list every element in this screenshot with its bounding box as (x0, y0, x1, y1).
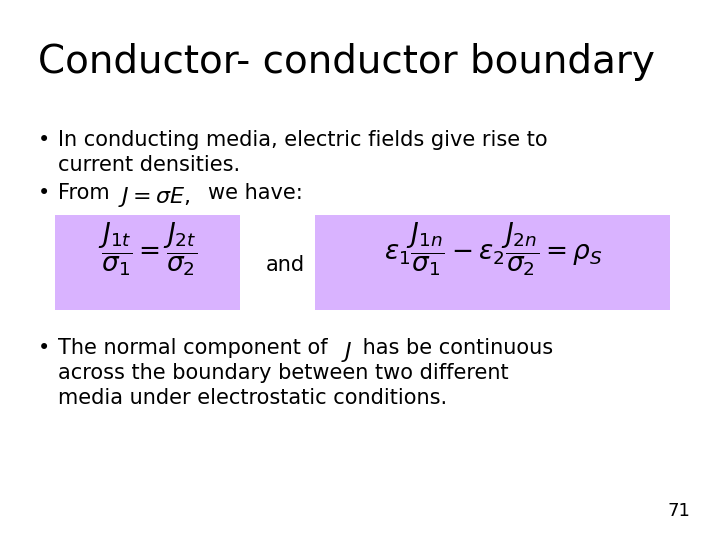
Text: •: • (38, 338, 50, 358)
Text: •: • (38, 130, 50, 150)
Text: $\dfrac{J_{1t}}{\sigma_1} = \dfrac{J_{2t}}{\sigma_2}$: $\dfrac{J_{1t}}{\sigma_1} = \dfrac{J_{2t… (99, 220, 198, 278)
Text: In conducting media, electric fields give rise to: In conducting media, electric fields giv… (58, 130, 548, 150)
Text: From: From (58, 183, 123, 203)
Text: we have:: we have: (208, 183, 302, 203)
Text: and: and (266, 255, 305, 275)
Text: Conductor- conductor boundary: Conductor- conductor boundary (38, 43, 655, 81)
Text: media under electrostatic conditions.: media under electrostatic conditions. (58, 388, 447, 408)
Text: $J = \sigma E,$: $J = \sigma E,$ (118, 185, 191, 209)
Text: across the boundary between two different: across the boundary between two differen… (58, 363, 508, 383)
Text: $\varepsilon_1 \dfrac{J_{1n}}{\sigma_1} - \varepsilon_2 \dfrac{J_{2n}}{\sigma_2}: $\varepsilon_1 \dfrac{J_{1n}}{\sigma_1} … (384, 220, 603, 278)
Text: 71: 71 (667, 502, 690, 520)
Text: $J$: $J$ (341, 340, 353, 364)
FancyBboxPatch shape (315, 215, 670, 310)
Text: •: • (38, 183, 50, 203)
Text: has be continuous: has be continuous (356, 338, 553, 358)
Text: current densities.: current densities. (58, 155, 240, 175)
FancyBboxPatch shape (55, 215, 240, 310)
Text: The normal component of: The normal component of (58, 338, 334, 358)
